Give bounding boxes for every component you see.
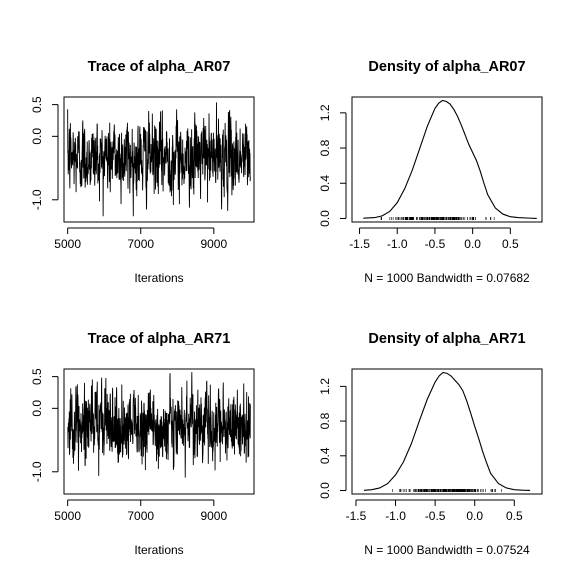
x-tick-label: 5000 xyxy=(54,237,81,251)
chart-title: Density of alpha_AR07 xyxy=(368,59,525,75)
y-tick-label: 0.0 xyxy=(30,128,44,145)
x-tick-label: 7000 xyxy=(127,509,154,523)
trace-line xyxy=(67,102,251,217)
x-axis-label: N = 1000 Bandwidth = 0.07682 xyxy=(364,271,530,285)
x-tick-label: -0.5 xyxy=(425,509,446,523)
chart-title: Trace of alpha_AR71 xyxy=(88,331,231,347)
x-tick-label: 0.0 xyxy=(464,237,481,251)
trace-line xyxy=(67,372,251,478)
x-tick-label: -0.5 xyxy=(425,237,446,251)
x-tick-label: 0.5 xyxy=(502,237,519,251)
plot-frame xyxy=(63,96,255,223)
y-tick-label: 0.0 xyxy=(318,210,332,227)
panel-4: Density of alpha_AR71 -1.5 -1.0 -0.5 0.0 0.5 0… xyxy=(318,331,543,557)
panel-1: Trace of alpha_AR07 5000 7000 9000 -1.0 0.0 0.… xyxy=(30,59,255,285)
panel-2: Density of alpha_AR07 -1.5 -1.0 -0.5 0.0 0.5 0… xyxy=(318,59,543,285)
x-axis-label: Iterations xyxy=(134,271,183,285)
y-tick-label: 0.8 xyxy=(318,412,332,429)
y-tick-label: 0.4 xyxy=(318,175,332,192)
x-axis-label: N = 1000 Bandwidth = 0.07524 xyxy=(364,543,530,557)
y-tick-label: -1.0 xyxy=(30,189,44,210)
rug-marks xyxy=(380,216,495,220)
plot-frame xyxy=(351,368,543,495)
chart-title: Trace of alpha_AR07 xyxy=(88,59,231,75)
y-tick-label: 0.0 xyxy=(318,482,332,499)
y-tick-label: 0.4 xyxy=(318,447,332,464)
x-tick-label: 0.5 xyxy=(506,509,523,523)
chart-title: Density of alpha_AR71 xyxy=(368,331,525,347)
x-tick-label: -1.0 xyxy=(387,237,408,251)
x-tick-label: 9000 xyxy=(200,237,227,251)
y-tick-label: 0.8 xyxy=(318,139,332,156)
x-tick-label: 0.0 xyxy=(466,509,483,523)
panel-3: Trace of alpha_AR71 5000 7000 9000 -1.0 0.0 0.… xyxy=(30,331,255,557)
x-axis-label: Iterations xyxy=(134,543,183,557)
y-tick-label: 1.2 xyxy=(318,378,332,395)
y-tick-label: -1.0 xyxy=(30,461,44,482)
x-tick-label: -1.0 xyxy=(385,509,406,523)
y-tick-label: 0.0 xyxy=(30,400,44,417)
x-tick-label: 7000 xyxy=(127,237,154,251)
density-curve xyxy=(363,371,531,491)
density-curve xyxy=(363,99,537,219)
y-tick-label: 1.2 xyxy=(318,104,332,121)
rug-marks xyxy=(392,489,502,493)
plot-frame xyxy=(351,96,543,223)
y-tick-label: 0.5 xyxy=(30,368,44,385)
x-tick-label: 5000 xyxy=(54,509,81,523)
y-tick-label: 0.5 xyxy=(30,96,44,113)
x-tick-label: 9000 xyxy=(200,509,227,523)
x-tick-label: -1.5 xyxy=(349,237,370,251)
x-tick-label: -1.5 xyxy=(346,509,367,523)
plot-frame xyxy=(63,368,255,495)
